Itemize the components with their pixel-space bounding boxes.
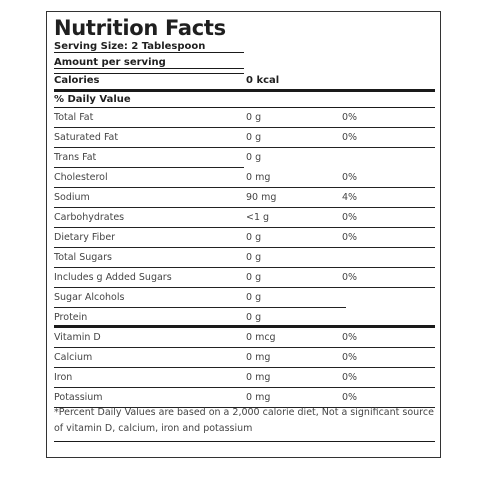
vitamin-row: Vitamin D 0 mcg 0% [54,328,435,348]
nutrient-row: Dietary Fiber 0 g 0% [54,228,435,248]
nutrient-amount: 0 g [246,132,262,143]
vitamin-name: Iron [54,372,73,383]
row-divider [54,187,435,188]
row-divider [54,127,435,128]
vitamin-name: Potassium [54,392,103,403]
nutrient-row: Protein 0 g [54,308,434,328]
nutrient-name: Protein [54,312,88,323]
vitamin-amount: 0 mg [246,372,271,383]
row-divider [54,167,244,168]
calories-label: Calories [54,75,100,86]
nutrient-name: Total Sugars [54,252,112,263]
nutrient-amount: 0 mg [246,172,271,183]
nutrient-name: Dietary Fiber [54,232,116,243]
row-divider [54,367,435,368]
row-divider [54,227,435,228]
row-divider [54,247,435,248]
vitamin-dv: 0% [342,332,358,343]
divider [54,52,244,53]
vitamin-amount: 0 mg [246,392,271,403]
divider [54,441,435,442]
row-divider [54,287,435,288]
nutrient-name: Total Fat [54,112,94,123]
nutrient-amount: 0 g [246,292,262,303]
nutrition-facts-panel: Nutrition Facts Serving Size: 2 Tablespo… [46,11,441,458]
row-divider [54,307,346,308]
daily-value-header: % Daily Value [54,94,131,105]
thick-divider [54,325,435,328]
vitamin-dv: 0% [342,372,358,383]
vitamin-amount: 0 mg [246,352,271,363]
nutrient-dv: 0% [342,232,358,243]
vitamin-name: Calcium [54,352,93,363]
nutrient-amount: <1 g [246,212,270,223]
row-divider [54,347,435,348]
divider [54,68,244,69]
vitamin-amount: 0 mcg [246,332,276,343]
row-divider [54,207,435,208]
vitamin-row: Calcium 0 mg 0% [54,348,435,368]
nutrient-amount: 0 g [246,252,262,263]
nutrient-name: Sugar Alcohols [54,292,125,303]
nutrient-amount: 0 g [246,112,262,123]
thick-divider [54,89,435,92]
nutrient-dv: 0% [342,212,358,223]
nutrient-amount: 90 mg [246,192,277,203]
nutrient-amount: 0 g [246,272,262,283]
nutrition-title: Nutrition Facts [54,16,226,40]
nutrient-name: Cholesterol [54,172,108,183]
nutrient-dv: 0% [342,172,358,183]
nutrient-row: Sodium 90 mg 4% [54,188,435,208]
nutrient-dv: 0% [342,272,358,283]
nutrient-name: Carbohydrates [54,212,125,223]
amount-per-serving: Amount per serving [54,57,166,68]
nutrient-name: Includes g Added Sugars [54,272,172,283]
nutrient-row: Carbohydrates <1 g 0% [54,208,435,228]
row-divider [54,267,435,268]
calories-value: 0 kcal [246,75,280,86]
nutrient-row: Sugar Alcohols 0 g [54,288,434,308]
vitamin-row: Iron 0 mg 0% [54,368,435,388]
row-divider [54,407,435,408]
nutrient-amount: 0 g [246,232,262,243]
nutrient-dv: 0% [342,112,358,123]
nutrient-name: Trans Fat [54,152,97,163]
vitamin-dv: 0% [342,392,358,403]
nutrient-row: Trans Fat 0 g [54,148,434,168]
footnote: *Percent Daily Values are based on a 2,0… [54,407,434,434]
nutrient-row: Saturated Fat 0 g 0% [54,128,435,148]
row-divider [54,387,435,388]
nutrient-row: Includes g Added Sugars 0 g 0% [54,268,435,288]
nutrient-name: Sodium [54,192,90,203]
divider [54,73,244,74]
vitamin-name: Vitamin D [54,332,101,343]
nutrient-name: Saturated Fat [54,132,119,143]
vitamin-row: Potassium 0 mg 0% [54,388,435,408]
nutrient-dv: 4% [342,192,358,203]
divider [54,107,435,108]
nutrient-dv: 0% [342,132,358,143]
row-divider [54,147,435,148]
nutrient-amount: 0 g [246,152,262,163]
nutrient-amount: 0 g [246,312,262,323]
vitamin-dv: 0% [342,352,358,363]
nutrient-row: Cholesterol 0 mg 0% [54,168,435,188]
nutrient-row: Total Fat 0 g 0% [54,108,435,128]
serving-size: Serving Size: 2 Tablespoon [54,41,206,52]
nutrient-row: Total Sugars 0 g [54,248,435,268]
